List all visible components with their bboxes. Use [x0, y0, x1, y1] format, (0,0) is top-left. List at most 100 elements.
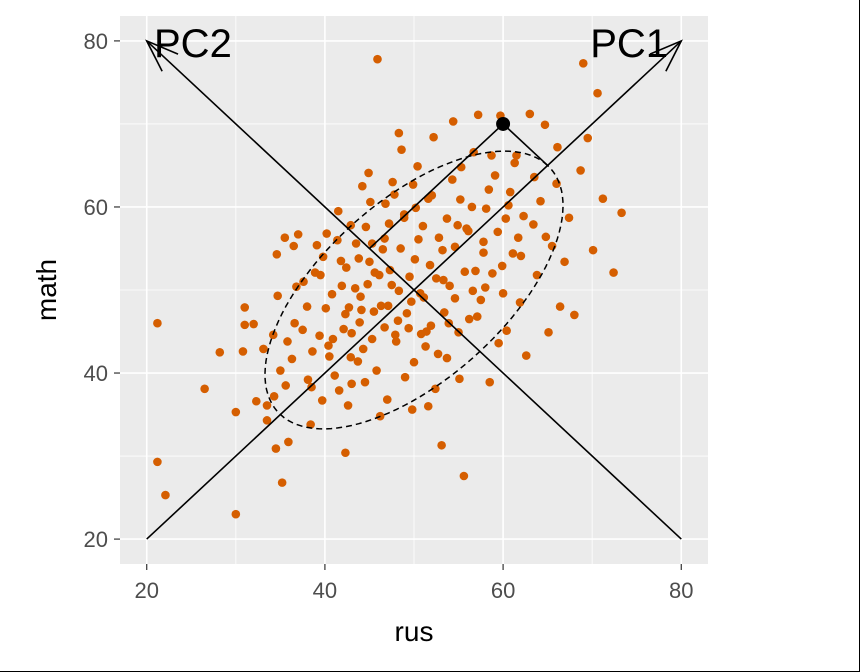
data-point [553, 142, 562, 152]
data-point [501, 214, 511, 223]
data-point [564, 213, 574, 223]
data-point [425, 260, 435, 270]
data-point [404, 323, 413, 333]
data-point [532, 270, 542, 280]
data-point [358, 344, 368, 354]
data-point [373, 54, 382, 64]
data-point [471, 266, 480, 276]
data-point [312, 240, 322, 250]
data-point [476, 295, 486, 305]
data-point [555, 302, 565, 311]
projection-to-pc1 [502, 123, 549, 167]
data-point [448, 175, 457, 184]
data-point [380, 323, 389, 332]
data-point [289, 241, 299, 251]
data-point [456, 195, 465, 204]
data-point [493, 227, 503, 237]
data-point [513, 233, 523, 242]
data-point [231, 509, 241, 519]
data-point [387, 280, 397, 290]
data-point [262, 401, 272, 410]
data-point [252, 396, 261, 406]
data-point [240, 320, 250, 330]
data-point [284, 437, 293, 447]
data-point [497, 261, 507, 271]
data-point [442, 214, 452, 223]
data-point [315, 331, 324, 340]
data-point [269, 391, 279, 401]
data-point [541, 232, 551, 242]
data-point [390, 330, 400, 340]
data-point [337, 281, 347, 291]
data-point [405, 272, 414, 282]
data-point [367, 239, 377, 248]
data-point [287, 354, 297, 364]
data-point [385, 265, 395, 275]
data-point [321, 303, 331, 313]
x-tick-label: 20 [134, 578, 158, 603]
data-point [161, 490, 170, 500]
data-point [408, 180, 418, 189]
data-point [419, 293, 429, 302]
data-point [366, 197, 375, 207]
data-point [341, 263, 351, 272]
data-point [481, 204, 491, 213]
data-point [339, 324, 348, 334]
highlighted-point [496, 116, 511, 131]
data-point [434, 233, 444, 242]
y-tick-label: 80 [84, 29, 108, 54]
data-point [215, 347, 225, 357]
data-point [336, 256, 346, 266]
data-point [448, 117, 458, 126]
data-point [283, 337, 292, 346]
data-point [344, 303, 354, 312]
data-point [308, 347, 317, 356]
data-point [333, 235, 342, 245]
data-point [593, 88, 602, 98]
data-point [439, 275, 448, 285]
data-point [357, 305, 366, 315]
data-point [276, 366, 285, 375]
data-point [316, 270, 325, 280]
data-point [328, 334, 338, 344]
data-point [299, 277, 308, 286]
data-point [525, 109, 535, 119]
data-point [363, 279, 372, 289]
y-axis-title: math [31, 259, 62, 321]
data-point [322, 229, 331, 238]
data-point [479, 248, 488, 257]
data-point [350, 284, 360, 293]
data-point [325, 352, 334, 361]
data-point [570, 310, 579, 320]
data-point [512, 151, 521, 160]
data-point [516, 251, 526, 261]
data-point [472, 312, 482, 321]
data-point [402, 308, 412, 318]
data-point [353, 357, 363, 366]
data-point [290, 318, 299, 328]
data-point [487, 151, 496, 160]
data-point [355, 318, 364, 327]
y-tick-label: 40 [84, 361, 108, 386]
data-point [459, 471, 469, 481]
data-point [450, 294, 460, 303]
data-point [382, 395, 392, 404]
data-point [467, 202, 477, 212]
data-point [576, 166, 585, 175]
x-axis-title: rus [395, 616, 434, 647]
data-point [153, 457, 162, 467]
data-point [394, 128, 404, 138]
data-point [494, 338, 503, 348]
data-point [272, 249, 282, 259]
data-point [418, 221, 428, 231]
pc2-label: PC2 [154, 22, 232, 66]
data-point [456, 162, 466, 172]
data-point [281, 381, 291, 390]
data-point [442, 353, 452, 363]
data-point [360, 377, 370, 387]
pc-axis-line [146, 40, 682, 540]
data-point [397, 145, 406, 154]
data-point [240, 303, 250, 312]
y-tick-label: 60 [84, 195, 108, 220]
